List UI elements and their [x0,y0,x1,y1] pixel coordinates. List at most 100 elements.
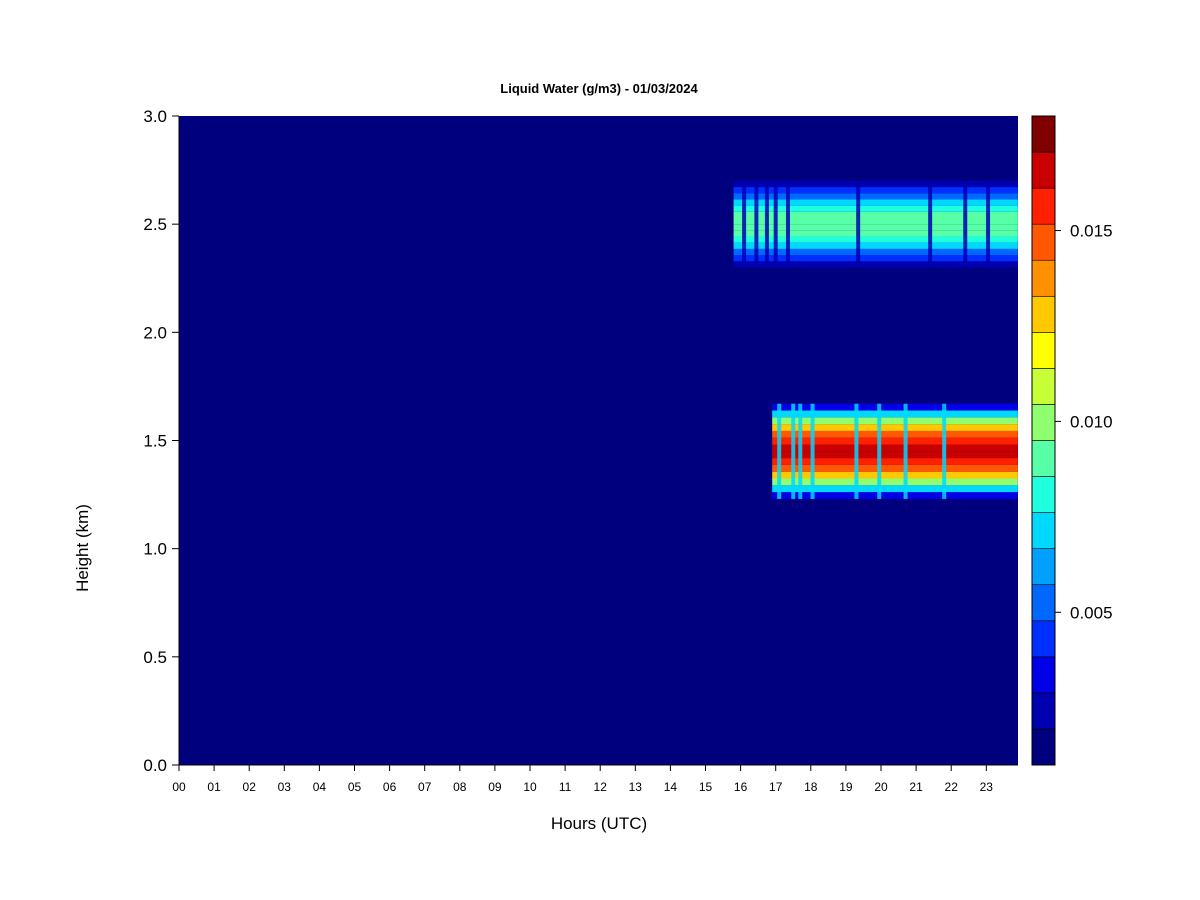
y-tick-label: 0.5 [143,648,167,667]
colorbar-swatch [1031,295,1056,333]
x-tick-label: 00 [172,780,186,794]
x-tick-label: 04 [313,780,327,794]
heatmap-cell [733,193,1018,200]
x-tick-label: 19 [839,780,853,794]
heatmap-streak [791,403,796,499]
x-axis: 00 01 02 03 04 05 06 07 08 09 10 11 12 13 14 15 16 17 18 19… [172,764,1018,794]
heatmap-cell [733,230,1018,237]
heatmap-streak [810,403,815,499]
colorbar-swatch [1031,115,1056,153]
heatmap-streak [798,403,803,499]
colorbar-swatch [1031,332,1056,369]
x-tick-label: 01 [207,780,221,794]
heatmap-streak [856,180,861,268]
heatmap-streak [742,180,747,268]
heatmap-cell [733,187,1018,194]
colorbar-swatch [1031,656,1056,694]
heatmap-streak [942,403,947,499]
colorbar-swatch [1031,692,1056,730]
colorbar-swatch [1031,259,1056,297]
heatmap-cell [733,248,1018,256]
x-tick-label: 08 [453,780,467,794]
colorbar-swatch [1031,151,1056,189]
heatmap-cell [772,451,1018,459]
cloud-layer [733,180,1018,268]
y-axis-label: Height (km) [73,504,92,592]
heatmap-cell [772,437,1018,445]
x-tick-label: 20 [874,780,888,794]
colorbar-swatch [1031,476,1056,513]
heatmap-cell [772,478,1018,486]
heatmap-cell [733,236,1018,243]
heatmap-cell [733,224,1018,231]
colorbar-tick-label: 0.015 [1070,222,1113,241]
x-tick-label: 05 [348,780,362,794]
heatmap-cell [772,492,1018,499]
x-tick-label: 17 [769,780,783,794]
colorbar-swatch [1031,404,1056,441]
heatmap-streak [986,180,991,268]
colorbar-swatch [1031,620,1056,658]
x-tick-label: 15 [699,780,713,794]
colorbar-swatch [1031,187,1056,225]
x-tick-label: 22 [945,780,959,794]
heatmap-streak [754,180,759,268]
x-tick-label: 21 [909,780,923,794]
heatmap-streak [963,180,968,268]
x-tick-label: 16 [734,780,748,794]
heatmap-cell [733,242,1018,249]
heatmap-cell [772,485,1018,493]
heatmap-cell [733,211,1018,218]
colorbar-swatch [1031,440,1056,477]
heatmap-streak [764,180,769,268]
colorbar-frame [1031,115,1056,766]
colorbar-tick-label: 0.005 [1070,603,1113,622]
y-axis: 0.0 0.5 1.0 1.5 2.0 2.5 3.0 [143,107,180,775]
heatmap-cell [772,430,1018,438]
heatmap-cell [733,199,1018,206]
heatmap-cell [772,410,1018,418]
x-tick-label: 23 [980,780,994,794]
x-tick-label: 02 [243,780,257,794]
heatmap-streak [854,403,859,499]
x-tick-label: 06 [383,780,397,794]
heatmap-cell [733,261,1018,268]
y-tick-label: 3.0 [143,107,167,126]
y-tick-label: 1.0 [143,540,167,559]
heatmap-cell [772,458,1018,465]
y-tick-label: 2.0 [143,323,167,342]
heatmap-streak [777,403,782,499]
heatmap-streak [785,180,790,268]
y-tick-label: 1.5 [143,432,167,451]
heatmap-cell [733,217,1018,225]
heatmap-cell [772,424,1018,431]
y-tick-label: 2.5 [143,215,167,234]
colorbar-swatch [1031,548,1056,586]
heatmap-streak [903,403,908,499]
heatmap-cell [733,205,1018,212]
heatmap-streak [877,403,882,499]
heatmap-cell [733,180,1018,188]
y-tick-label: 0.0 [143,756,167,775]
x-tick-label: 07 [418,780,432,794]
colorbar-swatch [1031,368,1056,405]
x-axis-label: Hours (UTC) [551,814,647,833]
plot-area [179,116,1018,765]
heatmap-streak [928,180,933,268]
chart-title: Liquid Water (g/m3) - 01/03/2024 [500,81,698,96]
x-tick-label: 03 [278,780,292,794]
x-tick-label: 12 [594,780,608,794]
colorbar-swatch [1031,728,1056,766]
x-tick-label: 13 [629,780,643,794]
heatmap-cell [733,255,1018,262]
x-tick-label: 10 [523,780,537,794]
heatmap-cell [772,464,1018,472]
heatmap-cell [772,403,1018,411]
colorbar-swatch [1031,223,1056,261]
x-tick-label: 09 [488,780,502,794]
x-tick-label: 14 [664,780,678,794]
colorbar-swatch [1031,584,1056,622]
colorbar: 0.005 0.010 0.015 [1031,115,1113,766]
